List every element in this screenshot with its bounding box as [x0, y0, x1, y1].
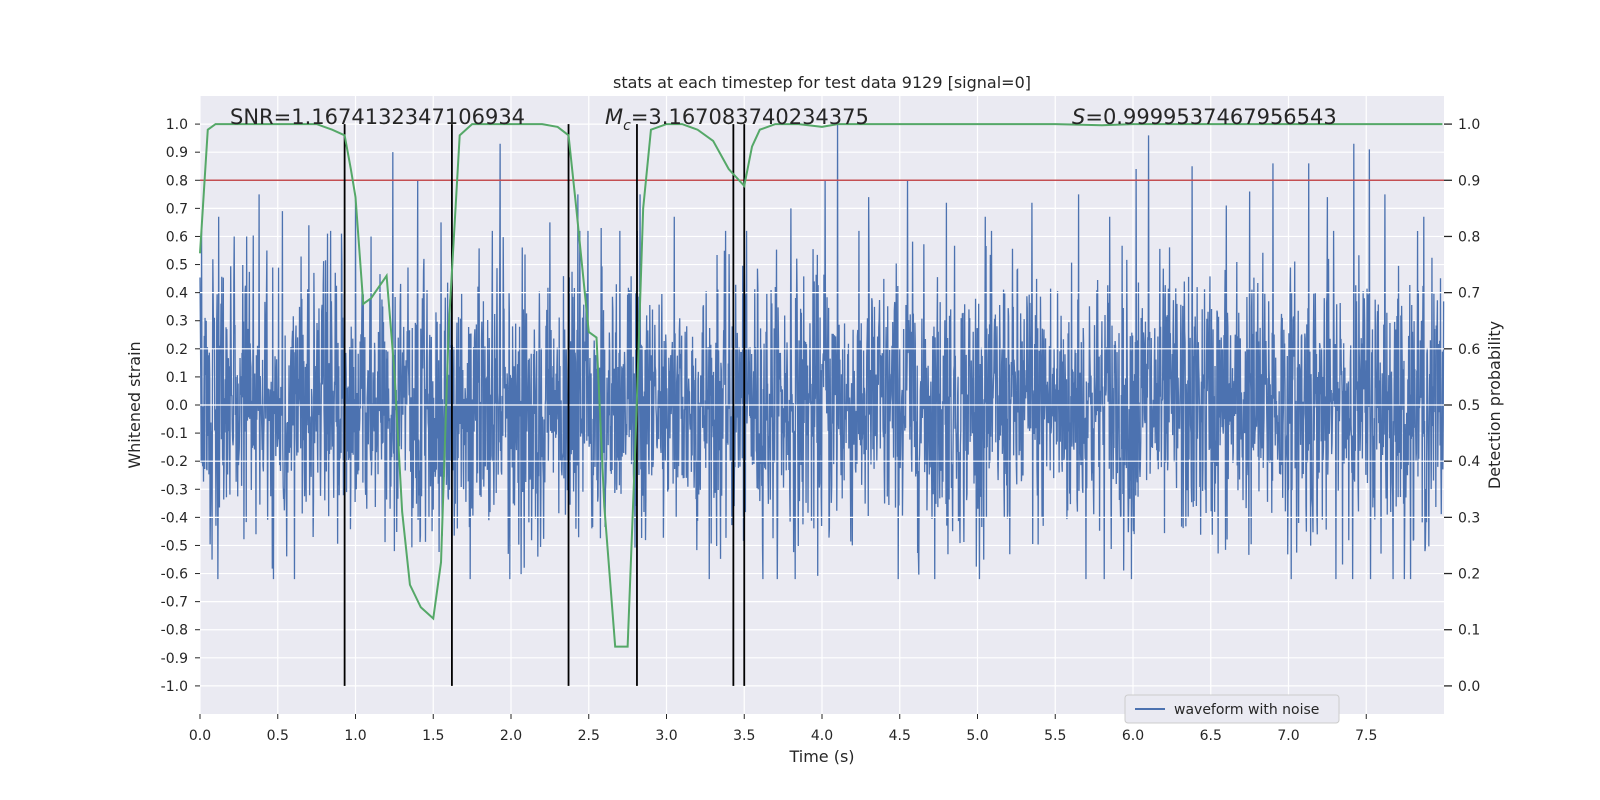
x-tick-label-14: 7.0	[1277, 728, 1299, 744]
y2-tick-label-7: 0.3	[1458, 510, 1480, 526]
y-ticks: 1.0 0.9 0.8 0.7 0.6 0.5 0.4 0.3 0.2 0.1 0.0 -0.1 -0.…	[161, 117, 200, 695]
y2-tick-label-4: 0.6	[1458, 342, 1480, 358]
x-tick-label-7: 3.5	[733, 728, 755, 744]
y-tick-label-1: 0.9	[166, 145, 188, 161]
score-annotation: S=0.9999537467956543	[1072, 105, 1337, 129]
x-tick-label-5: 2.5	[578, 728, 600, 744]
x-tick-label-3: 1.5	[422, 728, 444, 744]
y2-tick-label-9: 0.1	[1458, 623, 1480, 639]
y2-tick-label-5: 0.5	[1458, 398, 1480, 414]
y-axis-label: Whitened strain	[125, 341, 144, 468]
y-tick-label-10: 0.0	[166, 398, 188, 414]
y-tick-label-15: -0.5	[161, 538, 188, 554]
y-tick-label-5: 0.5	[166, 258, 188, 274]
x-tick-label-1: 0.5	[267, 728, 289, 744]
score-symbol: S	[1072, 105, 1085, 129]
x-tick-label-4: 2.0	[500, 728, 522, 744]
y-tick-label-17: -0.7	[161, 595, 188, 611]
y2-tick-label-6: 0.4	[1458, 454, 1480, 470]
y2-axis-label: Detection probability	[1485, 321, 1504, 489]
y2-tick-label-0: 1.0	[1458, 117, 1480, 133]
y-tick-label-6: 0.4	[166, 286, 188, 302]
y-tick-label-9: 0.1	[166, 370, 188, 386]
y-tick-label-0: 1.0	[166, 117, 188, 133]
y-tick-label-12: -0.2	[161, 454, 188, 470]
x-tick-label-2: 1.0	[344, 728, 366, 744]
x-tick-label-10: 5.0	[966, 728, 988, 744]
x-tick-label-15: 7.5	[1355, 728, 1377, 744]
x-tick-label-12: 6.0	[1122, 728, 1144, 744]
y-tick-label-2: 0.8	[166, 173, 188, 189]
x-tick-label-11: 5.5	[1044, 728, 1066, 744]
x-tick-label-9: 4.5	[889, 728, 911, 744]
waveform-series	[199, 124, 1445, 580]
y2-tick-label-8: 0.2	[1458, 567, 1480, 583]
y2-ticks: 1.0 0.9 0.8 0.7 0.6 0.5 0.4 0.3 0.2 0.1 0.0	[1444, 117, 1480, 695]
legend: waveform with noise	[1124, 694, 1340, 724]
x-tick-label-6: 3.0	[655, 728, 677, 744]
y2-tick-label-2: 0.8	[1458, 229, 1480, 245]
y-tick-label-16: -0.6	[161, 567, 188, 583]
legend-label: waveform with noise	[1174, 702, 1319, 718]
legend-box	[1124, 694, 1340, 724]
probability-line	[199, 123, 1443, 648]
y-tick-label-4: 0.6	[166, 229, 188, 245]
x-axis-label: Time (s)	[788, 747, 854, 766]
x-tick-label-13: 6.5	[1200, 728, 1222, 744]
chirp-mass-subscript: c	[623, 118, 631, 134]
x-tick-label-0: 0.0	[189, 728, 211, 744]
probability-series	[199, 123, 1443, 648]
x-ticks: 0.0 0.5 1.0 1.5 2.0 2.5 3.0 3.5 4.0 4.5 5.0 5.5 6.0 6…	[189, 714, 1377, 744]
chirp-mass-symbol: M	[605, 105, 623, 129]
x-tick-label-8: 4.0	[811, 728, 833, 744]
snr-annotation: SNR=1.1674132347106934	[230, 105, 525, 129]
y2-tick-label-3: 0.7	[1458, 286, 1480, 302]
chirp-mass-annotation: Mc=3.167083740234375	[605, 105, 869, 134]
y2-tick-label-1: 0.9	[1458, 173, 1480, 189]
y-tick-label-13: -0.3	[161, 482, 188, 498]
y2-tick-label-10: 0.0	[1458, 679, 1480, 695]
y-tick-label-11: -0.1	[161, 426, 188, 442]
y-tick-label-3: 0.7	[166, 201, 188, 217]
y-tick-label-14: -0.4	[161, 510, 188, 526]
score-value: =0.9999537467956543	[1085, 105, 1336, 129]
chirp-mass-value: =3.167083740234375	[631, 105, 869, 129]
y-tick-label-8: 0.2	[166, 342, 188, 358]
y-tick-label-19: -0.9	[161, 651, 188, 667]
y-tick-label-7: 0.3	[166, 314, 188, 330]
y-tick-label-18: -0.8	[161, 623, 188, 639]
chart-title: stats at each timestep for test data 912…	[613, 73, 1031, 92]
y-tick-label-20: -1.0	[161, 679, 188, 695]
